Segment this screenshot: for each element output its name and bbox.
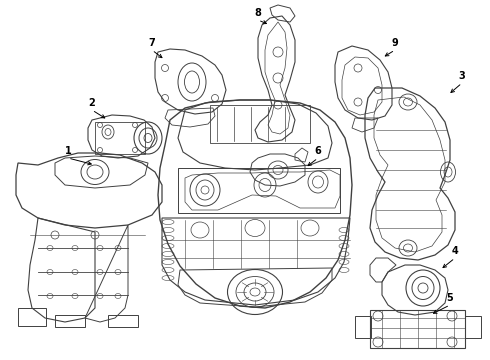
Bar <box>210 105 310 143</box>
Text: 5: 5 <box>446 293 453 303</box>
Text: 3: 3 <box>459 71 466 81</box>
Bar <box>55 315 85 327</box>
Text: 8: 8 <box>255 8 262 18</box>
Text: 4: 4 <box>452 246 458 256</box>
Bar <box>370 310 465 348</box>
Bar <box>355 316 371 338</box>
Bar <box>108 315 138 327</box>
Bar <box>178 168 340 213</box>
Text: 9: 9 <box>392 38 398 48</box>
Text: 6: 6 <box>315 146 321 156</box>
Bar <box>18 308 46 326</box>
Text: 2: 2 <box>89 98 96 108</box>
Bar <box>95 122 145 154</box>
Text: 1: 1 <box>65 146 72 156</box>
Bar <box>465 316 481 338</box>
Text: 7: 7 <box>148 38 155 48</box>
